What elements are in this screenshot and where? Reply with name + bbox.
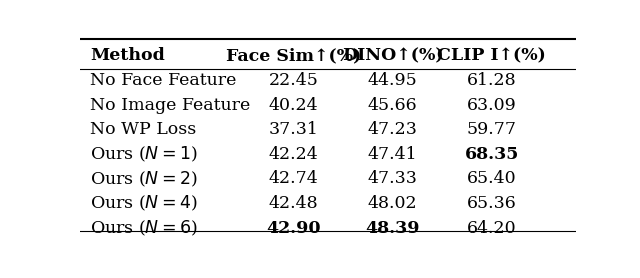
Text: 40.24: 40.24: [268, 96, 318, 114]
Text: 47.41: 47.41: [367, 146, 417, 163]
Text: 42.90: 42.90: [266, 220, 321, 237]
Text: 47.23: 47.23: [367, 121, 417, 138]
Text: DINO↑(%): DINO↑(%): [342, 47, 444, 64]
Text: No Image Feature: No Image Feature: [90, 96, 250, 114]
Text: Ours ($N = 6$): Ours ($N = 6$): [90, 219, 198, 238]
Text: 48.02: 48.02: [367, 195, 417, 212]
Text: Ours ($N = 4$): Ours ($N = 4$): [90, 194, 198, 213]
Text: No Face Feature: No Face Feature: [90, 72, 236, 89]
Text: 42.74: 42.74: [268, 170, 318, 187]
Text: Face Sim↑(%): Face Sim↑(%): [226, 47, 361, 64]
Text: 59.77: 59.77: [467, 121, 516, 138]
Text: 65.40: 65.40: [467, 170, 516, 187]
Text: 44.95: 44.95: [367, 72, 417, 89]
Text: No WP Loss: No WP Loss: [90, 121, 196, 138]
Text: CLIP I↑(%): CLIP I↑(%): [437, 47, 546, 64]
Text: 63.09: 63.09: [467, 96, 516, 114]
Text: 42.24: 42.24: [268, 146, 318, 163]
Text: 42.48: 42.48: [268, 195, 318, 212]
Text: 68.35: 68.35: [465, 146, 519, 163]
Text: 48.39: 48.39: [365, 220, 420, 237]
Text: 22.45: 22.45: [268, 72, 318, 89]
Text: 45.66: 45.66: [367, 96, 417, 114]
Text: Method: Method: [90, 47, 164, 64]
Text: 47.33: 47.33: [367, 170, 417, 187]
Text: Ours ($N = 1$): Ours ($N = 1$): [90, 145, 198, 164]
Text: 64.20: 64.20: [467, 220, 516, 237]
Text: Ours ($N = 2$): Ours ($N = 2$): [90, 169, 198, 188]
Text: 37.31: 37.31: [268, 121, 318, 138]
Text: 65.36: 65.36: [467, 195, 516, 212]
Text: 61.28: 61.28: [467, 72, 516, 89]
